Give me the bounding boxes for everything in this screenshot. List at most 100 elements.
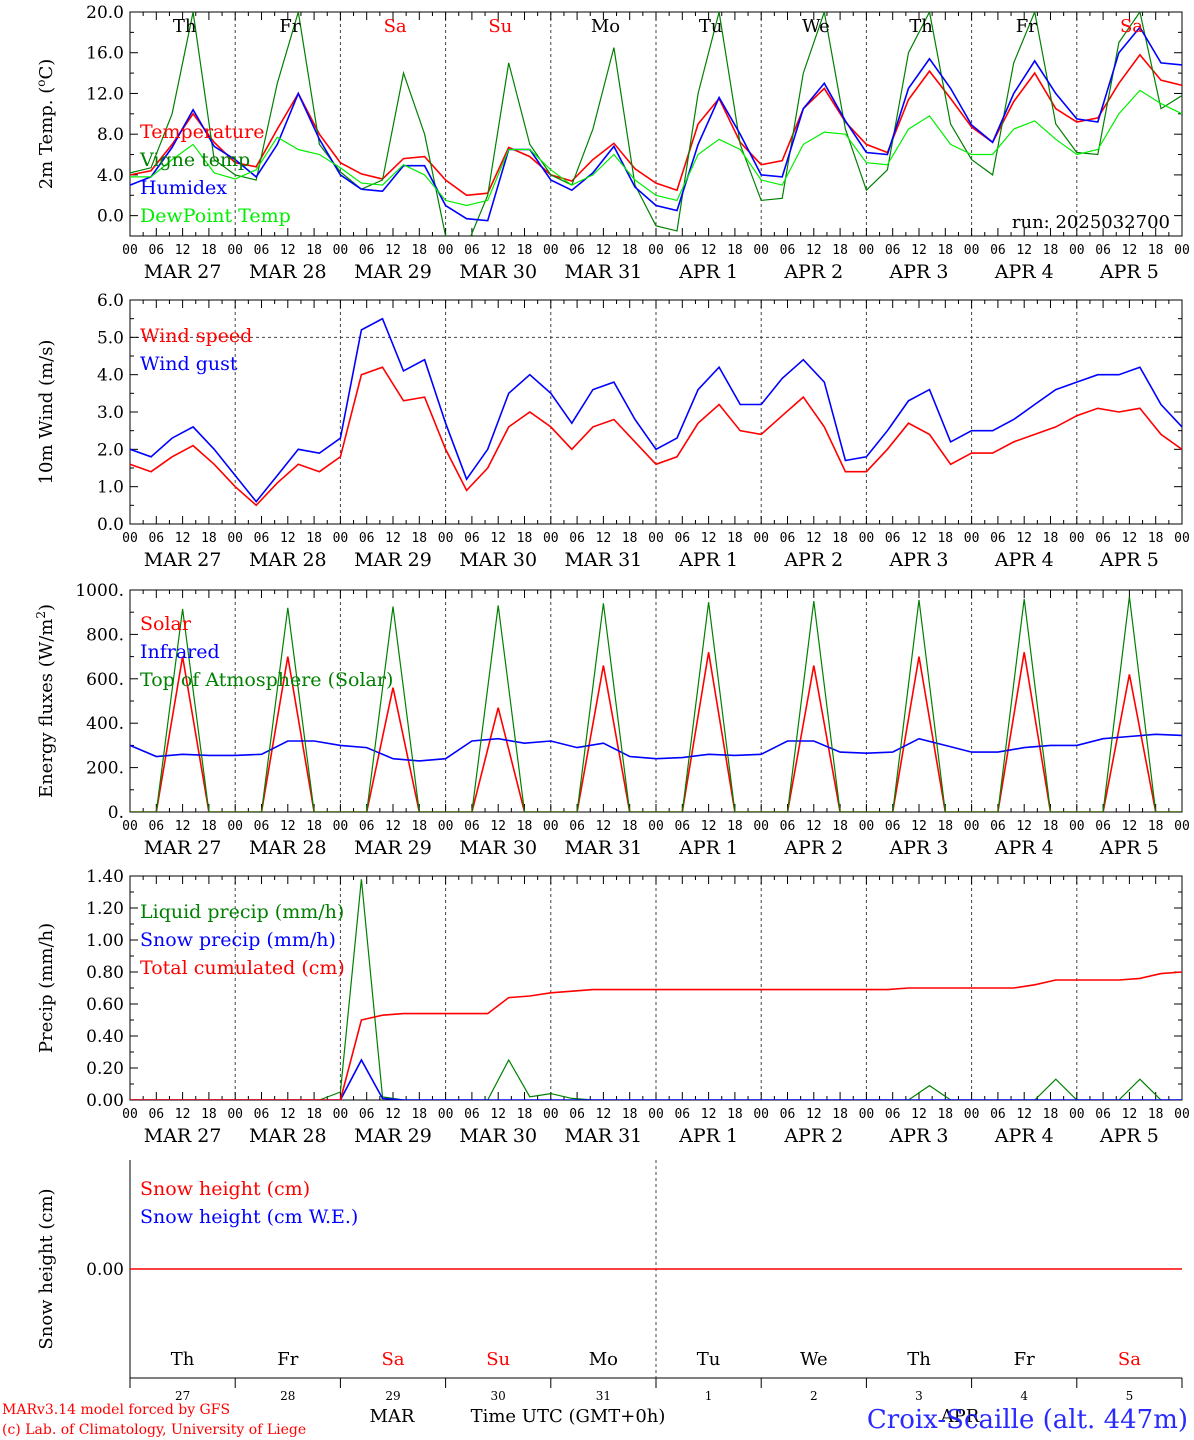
- x-hour-label: 18: [622, 531, 638, 546]
- x-hour-label: 00: [964, 243, 980, 258]
- x-hour-label: 12: [175, 1107, 191, 1122]
- x-hour-label: 06: [254, 819, 270, 834]
- date-label: MAR 29: [354, 1125, 432, 1147]
- date-label: APR 5: [1099, 1125, 1159, 1147]
- month-left-label: MAR: [370, 1406, 415, 1427]
- x-hour-label: 00: [122, 531, 138, 546]
- bottom-daynum-label: 28: [280, 1389, 295, 1403]
- x-hour-label: 06: [148, 531, 164, 546]
- panel-5: 0.00 Snow height (cm) Snow height (cm) Snow…: [36, 1160, 1182, 1379]
- bottom-daynum-label: 30: [491, 1389, 506, 1403]
- x-hour-label: 12: [280, 531, 296, 546]
- x-hour-label: 18: [832, 819, 848, 834]
- series-line-2: [130, 12, 1182, 236]
- x-hour-label: 18: [517, 1107, 533, 1122]
- x-hour-label: 06: [464, 531, 480, 546]
- x-hour-label: 18: [201, 819, 217, 834]
- bottom-daynum-label: 29: [385, 1389, 400, 1403]
- date-label: APR 3: [889, 549, 949, 571]
- date-label: APR 1: [678, 549, 738, 571]
- x-hour-label: 12: [1016, 531, 1032, 546]
- legend-entry: DewPoint Temp: [140, 205, 291, 227]
- x-hour-label: 06: [674, 243, 690, 258]
- y-tick-label: 0.40: [86, 1027, 124, 1047]
- y-tick-label: 1000.: [75, 581, 124, 601]
- date-label: MAR 30: [459, 1125, 537, 1147]
- date-label: APR 4: [994, 549, 1054, 571]
- date-label: MAR 27: [144, 837, 222, 859]
- date-label: APR 2: [783, 837, 843, 859]
- y-tick-label: 1.0: [97, 478, 124, 498]
- x-hour-label: 12: [280, 243, 296, 258]
- x-hour-label: 00: [753, 243, 769, 258]
- date-label: MAR 28: [249, 549, 327, 571]
- x-hour-label: 00: [333, 819, 349, 834]
- weekday-label: Sa: [1120, 16, 1143, 37]
- x-hour-label: 06: [780, 819, 796, 834]
- x-hour-label: 06: [885, 243, 901, 258]
- x-hour-label: 06: [569, 531, 585, 546]
- date-label: MAR 30: [459, 261, 537, 283]
- legend-entry: Total cumulated (cm): [140, 957, 345, 979]
- x-hour-label: 00: [543, 531, 559, 546]
- weekday-label: Fr: [279, 16, 300, 37]
- x-hour-label: 12: [490, 819, 506, 834]
- x-hour-label: 18: [1148, 819, 1164, 834]
- x-hour-label: 18: [937, 819, 953, 834]
- x-hour-label: 12: [490, 1107, 506, 1122]
- x-hour-label: 12: [1016, 819, 1032, 834]
- date-label: APR 1: [678, 837, 738, 859]
- y-tick-label: 0.: [108, 803, 124, 823]
- x-hour-label: 06: [1095, 1107, 1111, 1122]
- y-tick-label: 0.60: [86, 995, 124, 1015]
- date-label: MAR 31: [565, 549, 643, 571]
- x-hour-label: 06: [780, 1107, 796, 1122]
- x-hour-label: 12: [911, 531, 927, 546]
- x-hour-label: 00: [543, 1107, 559, 1122]
- x-hour-label: 12: [911, 243, 927, 258]
- x-hour-label: 00: [1069, 243, 1085, 258]
- x-hour-label: 00: [438, 243, 454, 258]
- x-hour-label: 12: [490, 531, 506, 546]
- station-name: Croix-Scaille (alt. 447m): [867, 1405, 1188, 1435]
- series-line-1: [130, 366, 1182, 507]
- x-hour-label: 18: [201, 531, 217, 546]
- x-hour-label: 18: [832, 531, 848, 546]
- x-hour-label: 00: [753, 819, 769, 834]
- time-axis-label: Time UTC (GMT+0h): [471, 1406, 666, 1427]
- x-hour-label: 06: [885, 1107, 901, 1122]
- x-hour-label: 06: [1095, 819, 1111, 834]
- date-label: APR 5: [1099, 837, 1159, 859]
- x-hour-label: 00: [1174, 243, 1190, 258]
- x-hour-label: 12: [596, 819, 612, 834]
- bottom-weekday-label: Fr: [1014, 1349, 1035, 1370]
- x-hour-label: 06: [674, 1107, 690, 1122]
- x-hour-label: 18: [517, 243, 533, 258]
- x-hour-label: 18: [411, 1107, 427, 1122]
- x-hour-label: 18: [517, 531, 533, 546]
- date-label: APR 3: [889, 837, 949, 859]
- x-hour-label: 00: [333, 531, 349, 546]
- x-hour-label: 12: [1016, 1107, 1032, 1122]
- y-tick-label: 5.0: [97, 328, 124, 348]
- x-hour-label: 12: [911, 819, 927, 834]
- y-tick-label: 800.: [86, 625, 124, 645]
- x-hour-label: 06: [569, 1107, 585, 1122]
- x-hour-label: 06: [254, 243, 270, 258]
- date-label: APR 1: [678, 1125, 738, 1147]
- y-tick-label: 1.20: [86, 899, 124, 919]
- x-hour-label: 00: [122, 1107, 138, 1122]
- x-hour-label: 18: [832, 243, 848, 258]
- x-hour-label: 00: [753, 531, 769, 546]
- y-tick-label: 0.20: [86, 1059, 124, 1079]
- bottom-weekday-label: Sa: [1118, 1349, 1141, 1370]
- y-tick-label: 600.: [86, 670, 124, 690]
- y-tick-label: 3.0: [97, 403, 124, 423]
- x-hour-label: 06: [990, 1107, 1006, 1122]
- series-line-3: [130, 971, 1182, 1100]
- x-hour-label: 12: [490, 243, 506, 258]
- model-credit: MARv3.14 model forced by GFS: [2, 1402, 230, 1418]
- y-tick-label: 0.0: [97, 207, 124, 227]
- x-hour-label: 18: [1148, 531, 1164, 546]
